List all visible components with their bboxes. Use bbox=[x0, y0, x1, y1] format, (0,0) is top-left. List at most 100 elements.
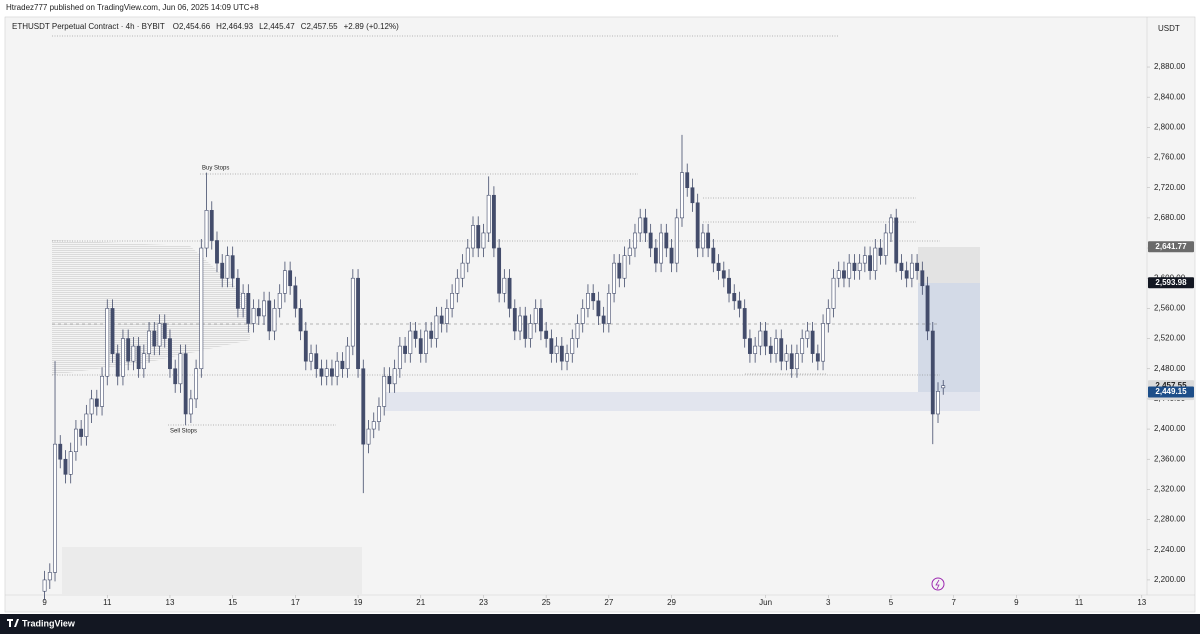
candle-body bbox=[173, 368, 178, 385]
candle-body bbox=[596, 300, 601, 317]
candle-body bbox=[826, 308, 831, 324]
candle-body bbox=[251, 308, 256, 324]
y-tick-label: 2,480.00 bbox=[1154, 364, 1186, 373]
alert-icon[interactable] bbox=[931, 577, 945, 591]
candle-body bbox=[335, 360, 340, 377]
candle-body bbox=[194, 368, 199, 400]
candle-body bbox=[774, 338, 778, 354]
candle-body bbox=[795, 353, 799, 370]
y-tick-label: 2,520.00 bbox=[1154, 334, 1186, 343]
candle-body bbox=[94, 398, 99, 407]
candle-body bbox=[852, 262, 857, 271]
candle-body bbox=[225, 255, 230, 279]
x-tick-label: Jun bbox=[759, 598, 772, 607]
candle-body bbox=[727, 277, 731, 294]
y-tick-label: 2,360.00 bbox=[1154, 454, 1186, 463]
candle-body bbox=[669, 247, 674, 264]
candle-body bbox=[758, 330, 763, 347]
candle-body bbox=[622, 255, 627, 279]
candle-body bbox=[706, 232, 711, 249]
candle-body bbox=[784, 353, 789, 362]
candle-body bbox=[507, 277, 512, 309]
candle-body bbox=[941, 385, 946, 389]
candle-body bbox=[486, 194, 491, 234]
candle-body bbox=[648, 232, 653, 249]
candle-body bbox=[79, 428, 84, 437]
candle-body bbox=[643, 217, 648, 234]
candle-body bbox=[528, 323, 533, 339]
x-tick-label: 21 bbox=[416, 598, 425, 607]
price-label: 2,641.77 bbox=[1155, 242, 1187, 251]
candle-body bbox=[303, 330, 308, 362]
candle-body bbox=[262, 300, 266, 317]
legend: ETHUSDT Perpetual Contract · 4h · BYBIT … bbox=[12, 22, 399, 31]
candle-body bbox=[857, 262, 862, 271]
candle-body bbox=[429, 330, 434, 339]
candle-body bbox=[512, 308, 517, 332]
candle-body bbox=[434, 315, 439, 339]
candle-body bbox=[424, 330, 428, 354]
candle-body bbox=[930, 330, 935, 415]
y-tick-label: 2,240.00 bbox=[1154, 545, 1186, 554]
candle-body bbox=[58, 443, 63, 460]
symbol-title: ETHUSDT Perpetual Contract · 4h · BYBIT bbox=[12, 22, 165, 31]
candle-body bbox=[74, 428, 78, 452]
candle-body bbox=[779, 338, 784, 362]
candle-body bbox=[455, 277, 460, 294]
candle-body bbox=[345, 345, 350, 370]
candle-body bbox=[220, 262, 225, 279]
price-label: 2,457.55 bbox=[1155, 381, 1187, 390]
candle-body bbox=[847, 262, 852, 279]
candle-body bbox=[481, 232, 486, 249]
candle-body bbox=[721, 270, 726, 279]
legend-value: H2,464.93 bbox=[216, 22, 253, 31]
candle-body bbox=[68, 451, 73, 475]
candle-body bbox=[47, 572, 52, 581]
y-tick-label: 2,320.00 bbox=[1154, 485, 1186, 494]
candle-body bbox=[403, 345, 408, 354]
candle-body bbox=[878, 247, 883, 256]
candle-body bbox=[147, 330, 151, 354]
candle-body bbox=[230, 255, 235, 279]
candle-body bbox=[460, 262, 465, 279]
candle-body bbox=[356, 277, 360, 370]
candle-body bbox=[737, 300, 742, 309]
x-tick-label: 17 bbox=[291, 598, 300, 607]
candle-body bbox=[204, 210, 209, 249]
candle-body bbox=[502, 277, 507, 294]
candle-body bbox=[277, 293, 282, 309]
candle-body bbox=[288, 270, 293, 287]
y-tick-label: 2,800.00 bbox=[1154, 122, 1186, 131]
candle-body bbox=[653, 247, 658, 264]
y-tick-label: 2,880.00 bbox=[1154, 62, 1186, 71]
x-tick-label: 25 bbox=[542, 598, 551, 607]
legend-value: +2.89 (+0.12%) bbox=[344, 22, 399, 31]
alert-icon-bolt bbox=[935, 579, 940, 590]
y-tick-label: 2,680.00 bbox=[1154, 213, 1186, 222]
candle-body bbox=[105, 308, 110, 377]
candle-body bbox=[633, 232, 637, 249]
candle-body bbox=[282, 270, 287, 294]
x-tick-label: 11 bbox=[103, 598, 112, 607]
candle-body bbox=[444, 308, 449, 324]
candle-body bbox=[742, 308, 747, 339]
candle-body bbox=[638, 217, 643, 234]
y-tick-label: 2,720.00 bbox=[1154, 183, 1186, 192]
candle-body bbox=[768, 345, 773, 354]
y-tick-label: 2,560.00 bbox=[1154, 303, 1186, 312]
candle-body bbox=[716, 262, 721, 271]
candle-body bbox=[732, 293, 737, 302]
candle-body bbox=[377, 406, 381, 422]
published-line: Htradez777 published on TradingView.com,… bbox=[6, 3, 259, 12]
candle-body bbox=[789, 353, 794, 370]
candle-body bbox=[685, 172, 690, 189]
candle-body bbox=[539, 308, 543, 332]
candle-body bbox=[862, 255, 867, 264]
candle-body bbox=[680, 172, 684, 219]
candle-body bbox=[565, 353, 569, 362]
candle-body bbox=[575, 323, 580, 339]
candle-body bbox=[361, 368, 366, 445]
x-tick-label: 29 bbox=[667, 598, 676, 607]
